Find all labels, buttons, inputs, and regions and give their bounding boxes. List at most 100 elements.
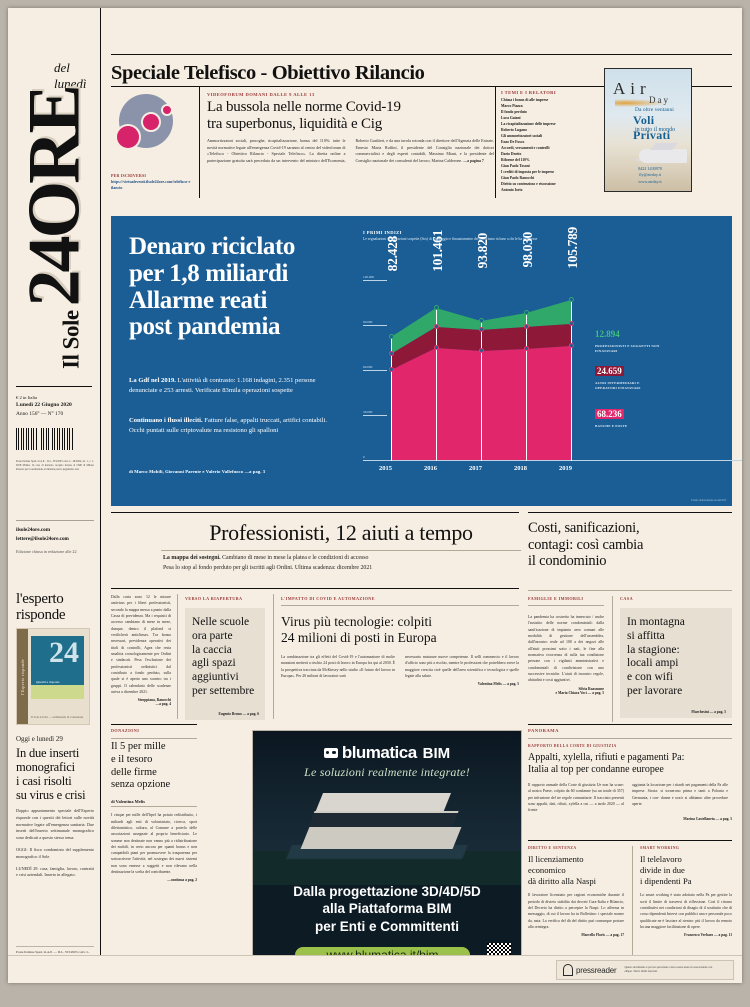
xtick-2015: 2015 (379, 465, 392, 472)
feature-standfirst-1-text: L'attività di contrasto: 1.168 indagini,… (129, 377, 316, 395)
famiglie-body: La pandemia ha costretto ha innescato / … (528, 615, 604, 683)
marker-pink-2016 (433, 345, 439, 350)
casa-box[interactable]: In montagna si affitta la stagione: loca… (620, 608, 732, 718)
chart-subtitle: Le segnalazioni di operazioni sospette (… (363, 237, 538, 241)
pressreader-p-icon (563, 964, 573, 976)
temi-topic: La ricapitalizzazione delle imprese (501, 121, 556, 126)
marker-pink-2018 (523, 346, 529, 351)
feature-headline[interactable]: Denaro riciclato per 1,8 miliardi Allarm… (129, 233, 295, 341)
right-vrule-1 (612, 596, 613, 722)
temi-topic: Riforme del 110% (501, 157, 530, 162)
temi-speaker: Gian Paolo Tosoni (501, 163, 530, 168)
marker-green-2016 (433, 305, 439, 310)
speciale-telefisco-title[interactable]: Speciale Telefisco - Obiettivo Rilancio (111, 62, 425, 84)
legend-value-banche: 68.236 (595, 409, 624, 419)
professionisti-standfirst: La mappa dei sostegni. Cambiano di mese … (163, 554, 519, 573)
licenziamento-kicker: DIRITTO E SENTENZA (528, 846, 577, 850)
right-rule-2 (528, 724, 732, 725)
right-column: Costi, sanificazioni, contagi: così camb… (528, 512, 732, 956)
right-rule-top (528, 512, 732, 513)
issue-info: € 2 in Italia Lunedì 22 Giugno 2020 Anno… (16, 394, 94, 418)
temi-speaker: Luca Gaiani (501, 115, 521, 120)
oggi-headline[interactable]: In due inserti monografici i casi risolt… (16, 746, 86, 802)
feature-standfirst-2-text: Fatture false, appalti truccati, artific… (129, 417, 327, 435)
videoforum-para-2: dell'Economia, Roberto Gualtieri, e da u… (321, 138, 495, 163)
videoforum-headline[interactable]: La bussola nelle norme Covid-19 tra supe… (207, 99, 401, 133)
subscribe-url[interactable]: https://virtualeventi.ilsole24ore.com/te… (111, 179, 191, 191)
chart-container: I PRIMI INDIZI Le segnalazioni di operaz… (363, 227, 742, 502)
temi-speaker: Gian Paolo Ranocchi (501, 175, 535, 180)
casa-signature: Marchesini — a pag. 5 (691, 710, 726, 714)
virus-rule (281, 605, 519, 606)
band-rule-mid (111, 86, 732, 87)
scuole-box[interactable]: Nelle scuole ora parte la caccia agli sp… (185, 608, 265, 720)
professionisti-body-col: Dalla carta sono 12 le misure antivirus … (111, 594, 171, 706)
telelavoro-headline[interactable]: Il telelavoro divide in due i dipendenti… (640, 854, 692, 886)
professionisti-headline[interactable]: Professionisti, 12 aiuti a tempo (209, 520, 473, 545)
licenziamento-headline[interactable]: Il licenziamento economico dà diritto al… (528, 854, 597, 886)
logo-dot-medium (141, 112, 161, 132)
cover-green-band (31, 685, 84, 699)
donazioni-rule-top (111, 724, 197, 725)
marker-green-2019 (568, 297, 574, 302)
xtick-2019: 2019 (559, 465, 572, 472)
panorama-label: PANORAMA (528, 728, 559, 733)
stem-2015 (391, 337, 393, 461)
pressreader-name: pressreader (576, 965, 617, 975)
air-ad-line3: in tutto il mondo (635, 127, 676, 133)
donazioni-article: DONAZIONI Il 5 per mille e il tesoro del… (111, 724, 197, 882)
marker-pink-2015 (388, 367, 394, 372)
site-url[interactable]: ilsole24ore.com (16, 527, 51, 533)
ad-claim-line-3: per Enti e Committenti (314, 918, 459, 934)
air-swish-decor (615, 99, 667, 107)
ad-house-render (286, 793, 468, 859)
donazioni-headline[interactable]: Il 5 per mille e il tesoro delle firme s… (111, 741, 171, 791)
legend-banche: 68.236 BANCHE E POSTE (595, 404, 661, 429)
pressreader-badge[interactable]: pressreader Questo documento è per uso p… (556, 960, 734, 980)
ytick-2: 60.000 (363, 365, 373, 369)
gridline-2 (363, 370, 387, 371)
feature-standfirst-2: Continuano i flussi illeciti. Fatture fa… (129, 416, 344, 436)
corte-body-1: Il rapporto annuale della Corte di giust… (528, 783, 624, 813)
subscribe-label: PER ISCRIVERSI (111, 173, 147, 178)
xtick-2018: 2018 (514, 465, 527, 472)
temi-speaker: Enzo De Fusco (501, 139, 525, 144)
temi-topic: Chiusa i bonus di alle imprese (501, 98, 549, 102)
right-rule-4 (528, 840, 732, 841)
esperto-risponde-title: l'esperto risponde (16, 591, 66, 623)
famiglie-rule (528, 605, 604, 606)
casa-kicker: CASA (620, 596, 634, 601)
condominio-headline[interactable]: Costi, sanificazioni, contagi: così camb… (528, 520, 644, 570)
chart-plot: 0 30.000 60.000 90.000 120.000 (363, 227, 742, 472)
mid-rule-under-head (161, 550, 521, 551)
marker-green-2015 (388, 334, 394, 339)
right-vrule-2 (632, 846, 633, 956)
temi-title: I TEMI E I RELATORI (501, 90, 557, 95)
scuole-signature: Eugenio Bruno — a pag. 6 (218, 712, 259, 716)
total-2016: 101.461 (430, 230, 445, 272)
edition-note: Edizione chiusa in redazione alle 22 (16, 549, 77, 554)
temi-topic: I crediti di imposta per le imprese (501, 169, 555, 174)
band-vert-rule-1 (199, 86, 200, 198)
temi-speaker: Antonio Iorio (501, 187, 523, 192)
air-ad-contact[interactable]: 0422 1430970 fly@airday.it www.airday.it (637, 166, 663, 184)
air-ad-line1: Da oltre ventanni (635, 107, 674, 113)
virus-headline[interactable]: Virus più tecnologie: colpiti 24 milioni… (281, 614, 437, 645)
air-ad-day: Day (649, 95, 670, 105)
masthead-rail: del lunedì Il Sole24ORE € 2 in Italia Lu… (8, 8, 101, 983)
corte-headline[interactable]: Appalti, xylella, rifiuti e pagamenti Pa… (528, 752, 685, 775)
air-day-ad[interactable]: Air Day Da oltre ventanni Voli Privati i… (604, 68, 692, 192)
barcode-3 (52, 428, 73, 450)
licenziamento-article: DIRITTO E SENTENZA Il licenziamento econ… (528, 846, 624, 937)
air-ad-line2: Voli Privati (633, 113, 671, 142)
professionisti-standfirst-a: Cambiano di mese in mese la platea e le … (220, 555, 369, 561)
marker-pink-2019 (568, 343, 574, 348)
donazioni-rule-3 (111, 806, 197, 807)
esperto-cover-thumb[interactable]: l'Esperto risponde 24 Quesiti e risposte… (16, 628, 90, 725)
email-address[interactable]: lettere@ilsole24ore.com (16, 536, 69, 542)
blumatica-ad[interactable]: blumatica BIM Le soluzioni realmente inte… (252, 730, 522, 965)
professionisti-body: Dalla carta sono 12 le misure antivirus … (111, 595, 171, 694)
rail-divider-2 (16, 520, 94, 521)
donazioni-rule-2 (111, 738, 197, 739)
legend-label-banche: BANCHE E POSTE (595, 424, 628, 428)
